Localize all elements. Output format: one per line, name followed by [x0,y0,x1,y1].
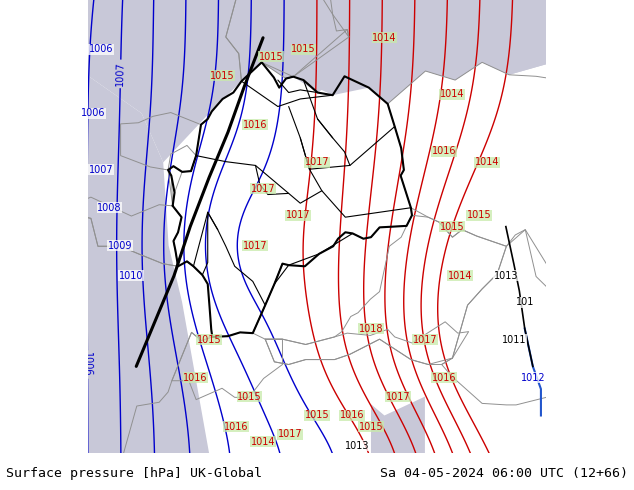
Text: 1008: 1008 [97,203,122,213]
Text: 1015: 1015 [439,221,464,232]
Text: Surface pressure [hPa] UK-Global: Surface pressure [hPa] UK-Global [6,467,262,480]
Text: 1018: 1018 [359,323,383,334]
Text: 1015: 1015 [359,422,384,432]
Text: 1014: 1014 [448,271,472,281]
Text: 1014: 1014 [475,157,499,168]
Polygon shape [371,396,425,453]
Text: 1016: 1016 [432,146,456,156]
Text: 1012: 1012 [521,373,545,383]
Text: 1015: 1015 [210,71,235,80]
Text: 1006: 1006 [89,44,113,54]
Text: 1005: 1005 [50,335,60,359]
Text: 1006: 1006 [81,108,105,118]
Text: 1017: 1017 [243,241,268,250]
Text: 1013: 1013 [494,271,518,281]
Text: 1015: 1015 [305,411,329,420]
Text: 1016: 1016 [432,373,456,383]
Text: 1015: 1015 [291,44,316,54]
Text: 1007: 1007 [115,61,126,86]
Text: 1017: 1017 [286,210,311,221]
Text: 1016: 1016 [243,120,267,130]
Text: 1017: 1017 [278,429,302,440]
Text: 1006: 1006 [82,352,93,377]
Text: 1014: 1014 [372,33,397,43]
Polygon shape [226,0,547,104]
Text: 1015: 1015 [467,210,491,221]
Text: 1010: 1010 [119,271,143,281]
Text: 1016: 1016 [340,411,365,420]
Text: 1015: 1015 [259,51,283,62]
Text: 1013: 1013 [346,441,370,451]
Text: 1007: 1007 [89,165,113,175]
Text: 1011: 1011 [501,335,526,345]
Text: 1015: 1015 [197,335,221,345]
Text: 1009: 1009 [108,241,133,250]
Text: 1016: 1016 [183,373,208,383]
Polygon shape [87,0,547,162]
Text: 1017: 1017 [305,157,329,168]
Text: 101: 101 [515,297,534,307]
Text: 1017: 1017 [385,392,410,402]
Text: 1014: 1014 [251,437,275,447]
Text: 1016: 1016 [224,422,249,432]
Text: Sa 04-05-2024 06:00 UTC (12+66): Sa 04-05-2024 06:00 UTC (12+66) [380,467,628,480]
Text: 1015: 1015 [237,392,262,402]
Text: 1017: 1017 [413,335,437,345]
Polygon shape [0,0,209,453]
Text: 1017: 1017 [250,184,275,194]
Text: 1014: 1014 [439,90,464,99]
